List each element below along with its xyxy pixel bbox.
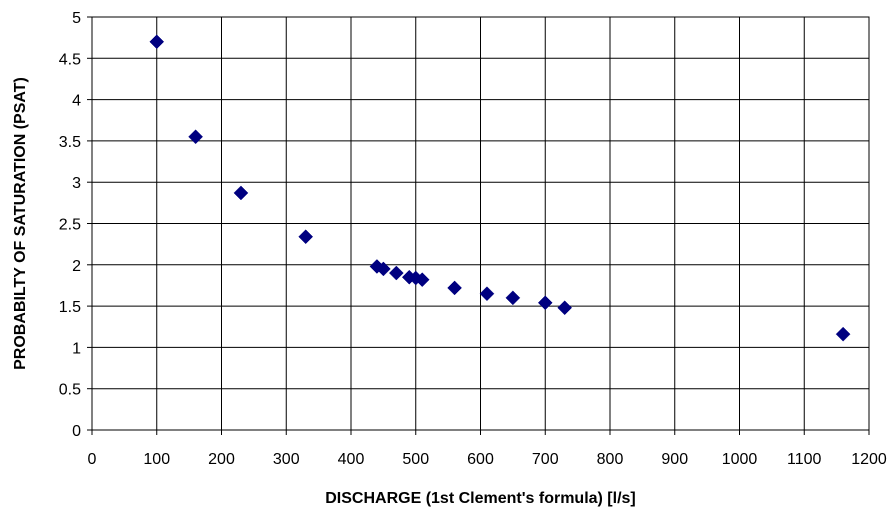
x-tick-label: 1200 [851, 451, 887, 468]
scatter-point [376, 261, 391, 277]
scatter-point [388, 265, 404, 281]
x-axis-ticks: 0 100 200 300 400 500 600 700 800 900 1000 1100 1200 [88, 430, 887, 468]
y-tick-label: 5 [72, 10, 81, 27]
y-axis-title: PROBABILTY OF SATURATION (PSAT) [12, 77, 29, 370]
y-tick-label: 4.5 [59, 51, 81, 68]
data-points [149, 34, 851, 342]
x-tick-label: 300 [273, 451, 300, 468]
scatter-point [557, 300, 573, 316]
y-axis-ticks: 0 0.5 1 1.5 2 2.5 3 3.5 4 4.5 5 [59, 10, 92, 440]
scatter-point [479, 286, 495, 302]
grid-lines [91, 16, 870, 431]
y-tick-label: 0.5 [59, 382, 81, 399]
x-tick-label: 400 [338, 451, 365, 468]
scatter-point [537, 295, 553, 311]
y-tick-label: 0 [72, 423, 81, 440]
y-tick-label: 2 [72, 258, 81, 275]
x-tick-label: 900 [661, 451, 688, 468]
scatter-point [298, 229, 314, 245]
y-tick-label: 1.5 [59, 299, 81, 316]
x-axis-title: DISCHARGE (1st Clement's formula) [l/s] [325, 490, 636, 507]
x-tick-label: 1000 [722, 451, 758, 468]
y-tick-label: 3.5 [59, 134, 81, 151]
y-tick-label: 4 [72, 93, 81, 110]
x-tick-label: 200 [208, 451, 235, 468]
y-tick-label: 2.5 [59, 217, 81, 234]
scatter-point [414, 272, 430, 288]
scatter-point [505, 290, 521, 306]
x-tick-label: 600 [467, 451, 494, 468]
x-tick-label: 100 [143, 451, 170, 468]
x-tick-label: 0 [88, 451, 97, 468]
scatter-point [233, 185, 249, 201]
scatter-point [188, 129, 203, 145]
scatter-point [835, 326, 851, 342]
x-tick-label: 700 [532, 451, 559, 468]
y-tick-label: 3 [72, 175, 81, 192]
x-tick-label: 800 [597, 451, 624, 468]
x-tick-label: 1100 [787, 451, 822, 468]
scatter-point [447, 280, 462, 296]
scatter-point [149, 34, 165, 50]
x-tick-label: 500 [402, 451, 429, 468]
y-tick-label: 1 [72, 340, 81, 357]
